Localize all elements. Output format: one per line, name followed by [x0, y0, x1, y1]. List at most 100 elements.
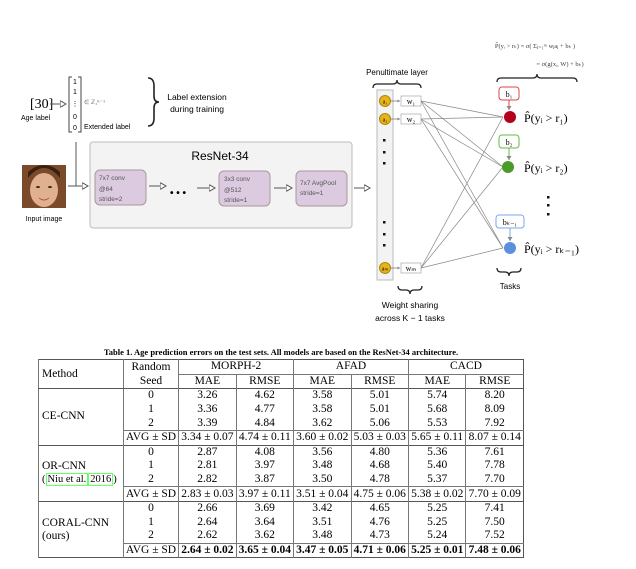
value-cell: 5.53: [407, 416, 466, 431]
value-cell: 5.68: [407, 402, 466, 417]
header-cacd: CACD: [407, 359, 524, 375]
svg-text:P̂(yᵢ > rₖ₋₁): P̂(yᵢ > rₖ₋₁): [524, 242, 579, 256]
value-cell: 3.56: [293, 444, 352, 460]
method-name: OR-CNN: [42, 460, 87, 473]
svg-text:1: 1: [73, 79, 77, 86]
results-table: Method Random MORPH-2 AFAD CACD Seed MAE…: [38, 359, 524, 559]
value-cell: 4.78: [350, 472, 409, 487]
value-cell: 3.87: [235, 472, 294, 487]
age-label: Age label: [21, 115, 51, 122]
extended-label: Extended label: [84, 124, 131, 131]
value-cell: 3.34 ± 0.07: [178, 430, 237, 446]
block-conv7: 7x7 conv @64 stride=2: [94, 169, 147, 206]
value-cell: 5.37: [407, 472, 466, 487]
value-cell: 3.62: [235, 529, 294, 544]
value-cell: 5.36: [407, 444, 466, 460]
header-morph2: MORPH-2: [178, 359, 294, 375]
value-cell: 2.82: [178, 472, 237, 487]
svg-text:b₁: b₁: [506, 90, 513, 99]
svg-text:stride=2: stride=2: [99, 196, 123, 203]
svg-text:aₘ: aₘ: [382, 267, 389, 273]
value-cell: 3.97 ± 0.11: [235, 486, 294, 502]
value-cell: 4.75 ± 0.06: [350, 486, 409, 502]
svg-text:a₂: a₂: [383, 118, 388, 124]
value-cell: 5.74: [407, 388, 466, 403]
weight-sharing-line1: Weight sharing: [382, 300, 439, 310]
citation-link[interactable]: Niu et al.: [45, 473, 89, 487]
penultimate-column: [376, 89, 394, 281]
svg-text:3x3 conv: 3x3 conv: [224, 176, 251, 183]
value-cell: 4.84: [235, 416, 294, 431]
vertical-ellipsis: [547, 196, 550, 216]
avg-label-cell: AVG ± SD: [122, 543, 179, 558]
table-row: 1 3.36 4.77 3.58 5.01 5.68 8.09: [39, 402, 524, 417]
svg-text:w₁: w₁: [407, 97, 416, 106]
value-cell: 2.66: [178, 500, 237, 516]
value-cell: 2.87: [178, 444, 237, 460]
value-cell: 3.36: [178, 402, 237, 417]
value-cell: 5.40: [407, 459, 466, 473]
coral-architecture-figure: [30] Age label 1 1 ⋮ 0 0 ∈ ℤ₂ᴷ⁻¹ Extended …: [21, 43, 584, 323]
seed-cell: 0: [122, 444, 179, 460]
method-cell: OR-CNN(Niu et al. 2016): [38, 444, 124, 502]
seed-cell: 1: [122, 515, 179, 530]
value-cell: 7.92: [465, 416, 524, 431]
avg-label-cell: AVG ± SD: [122, 430, 179, 446]
value-cell: 7.61: [465, 444, 524, 460]
table-row: CORAL-CNN (ours) 0 2.66 3.69 3.42 4.65 5.25 7.41: [38, 500, 524, 558]
value-cell: 5.65 ± 0.11: [407, 430, 466, 446]
value-cell: 3.64: [235, 515, 294, 530]
table-avg-row: AVG ± SD 2.64 ± 0.02 3.65 ± 0.04 3.47 ± 0.0…: [38, 543, 524, 558]
value-cell: 3.58: [293, 402, 352, 417]
input-image-label: Input image: [26, 216, 63, 223]
value-cell: 8.09: [465, 402, 524, 417]
table-row: 1 2.64 3.64 3.51 4.76 5.25 7.50: [39, 515, 524, 530]
brace: [372, 79, 422, 89]
value-cell: 5.03 ± 0.03: [350, 430, 409, 446]
extended-set: ∈ ℤ₂ᴷ⁻¹: [84, 99, 105, 106]
weights: w₁ w₂ wₘ: [391, 95, 422, 274]
value-cell: 4.68: [350, 459, 409, 473]
header-method: Method: [38, 359, 124, 390]
citation: (Niu et al. 2016): [42, 473, 123, 487]
citation-paren: (: [42, 474, 46, 486]
method-cell: CE-CNN: [38, 388, 124, 446]
table-avg-row: AVG ± SD 3.34 ± 0.07 4.74 ± 0.11 3.60 ± 0.0…: [38, 430, 524, 446]
value-cell: 5.25: [407, 500, 466, 516]
value-cell: 4.71 ± 0.06: [350, 543, 409, 558]
citation-link[interactable]: 2016: [88, 473, 114, 487]
brace: [496, 267, 522, 277]
svg-text:@512: @512: [224, 187, 242, 194]
connections: [420, 100, 504, 269]
table-row: OR-CNN(Niu et al. 2016) 0 2.87 4.08 3.56 4.80 5…: [38, 444, 524, 502]
value-cell: 4.77: [235, 402, 294, 417]
value-cell: 5.38 ± 0.02: [407, 486, 466, 502]
header-afad: AFAD: [293, 359, 409, 375]
value-cell: 3.65 ± 0.04: [235, 543, 294, 558]
seed-cell: 2: [122, 416, 179, 431]
block-avgpool: 7x7 AvgPool stride=1: [295, 170, 348, 207]
resnet-title: ResNet-34: [191, 149, 249, 163]
value-cell: 4.62: [235, 388, 294, 403]
svg-text:bₖ₋₁: bₖ₋₁: [503, 218, 518, 227]
brace: [496, 73, 578, 83]
value-cell: 4.73: [350, 529, 409, 544]
value-cell: 3.50: [293, 472, 352, 487]
value-cell: 3.62: [293, 416, 352, 431]
svg-text:P̂(yᵢ > r₂): P̂(yᵢ > r₂): [524, 161, 568, 175]
table-row: 2 2.62 3.62 3.48 4.73 5.24 7.52: [39, 529, 524, 544]
svg-text:7x7 conv: 7x7 conv: [99, 175, 126, 182]
table-avg-row: AVG ± SD 2.83 ± 0.03 3.97 ± 0.11 3.51 ± 0.0…: [38, 486, 524, 502]
task-k-1: bₖ₋₁ P̂(yᵢ > rₖ₋₁): [495, 214, 579, 256]
block-conv3: 3x3 conv @512 stride=1: [218, 170, 271, 207]
avg-label-cell: AVG ± SD: [122, 486, 179, 502]
value-cell: 2.83 ± 0.03: [178, 486, 237, 502]
task-1: b₁ P̂(yᵢ > r₁): [498, 86, 568, 125]
ellipsis: • • •: [170, 188, 187, 199]
svg-text:a₁: a₁: [383, 100, 388, 106]
method-cell: CORAL-CNN (ours): [38, 500, 124, 558]
svg-text:@64: @64: [99, 186, 113, 193]
table-row: 1 2.81 3.97 3.48 4.68 5.40 7.78: [39, 459, 524, 473]
value-cell: 2.62: [178, 529, 237, 544]
